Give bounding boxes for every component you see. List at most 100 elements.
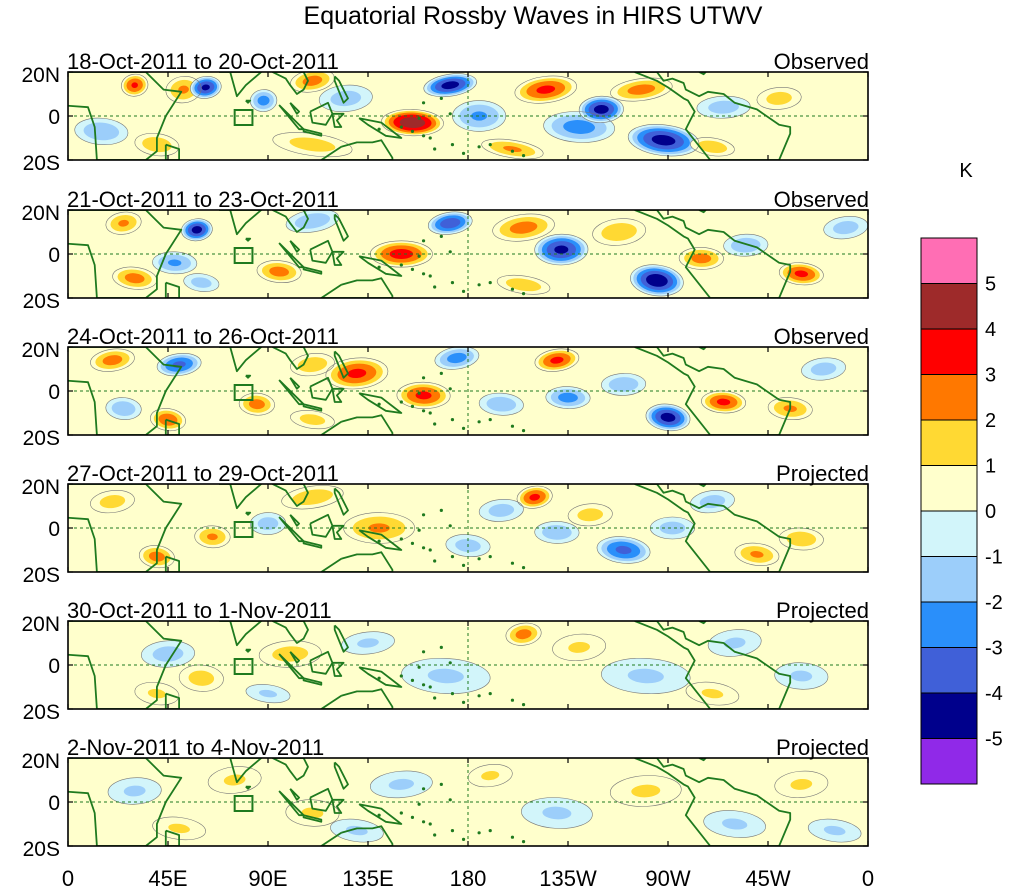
coastline <box>320 688 394 709</box>
contour-line <box>601 657 691 695</box>
island <box>410 404 415 408</box>
coastline <box>302 266 323 275</box>
contour-line <box>445 534 491 558</box>
coastline <box>331 250 345 266</box>
coastline <box>634 758 792 846</box>
contour-line <box>552 633 607 662</box>
y-tick-label: 20N <box>21 202 60 225</box>
coastline <box>278 516 305 543</box>
x-tick-label: 90E <box>248 866 287 890</box>
island <box>421 787 426 791</box>
contour-line <box>481 138 544 160</box>
x-tick-label: 45E <box>148 866 187 890</box>
island <box>510 424 515 428</box>
island <box>399 537 403 541</box>
contour-line <box>756 86 802 110</box>
coastlines <box>68 210 792 298</box>
island <box>521 429 526 433</box>
island <box>450 143 455 147</box>
anomaly-contour <box>111 401 136 416</box>
island <box>377 402 381 406</box>
island <box>377 676 381 680</box>
contour-line <box>281 485 344 510</box>
island <box>421 683 426 687</box>
island <box>433 285 437 289</box>
colorbar-tick-label: -1 <box>985 547 1003 569</box>
anomaly-contour <box>447 352 467 364</box>
anomaly-contour <box>766 91 792 105</box>
island <box>450 692 455 696</box>
anomaly-field <box>105 210 868 297</box>
coastline <box>358 529 403 551</box>
anomaly-contour <box>790 670 813 682</box>
island <box>421 101 426 105</box>
coastline <box>333 624 349 653</box>
island <box>421 513 426 517</box>
contour-line <box>696 95 751 119</box>
anomaly-contour <box>651 134 676 146</box>
coastline <box>278 379 305 406</box>
anomaly-contour <box>167 259 182 267</box>
coastline <box>309 376 334 401</box>
island <box>510 287 515 291</box>
anomaly-contour <box>615 545 632 555</box>
panel-2: 20N 0 20S 21-Oct-2011 to 23-Oct-2011 Observe… <box>21 187 869 313</box>
coastline <box>698 758 707 762</box>
anomaly-contour <box>440 218 461 229</box>
contour-line <box>778 262 824 286</box>
coastline <box>245 785 252 790</box>
y-tick-label: 20N <box>21 476 60 499</box>
anomaly-contour <box>536 85 556 94</box>
island <box>399 400 403 404</box>
coastline <box>272 621 309 644</box>
coastline <box>698 347 707 351</box>
contour-line <box>285 799 340 827</box>
y-tick-label: 0 <box>48 244 60 267</box>
island <box>439 371 443 375</box>
contour-line <box>90 490 135 514</box>
coastline <box>272 758 309 781</box>
anomaly-contour <box>427 668 464 684</box>
contour-line <box>521 797 593 829</box>
x-tick-label: 0 <box>862 866 874 890</box>
contour-line <box>401 657 491 695</box>
coastline <box>68 210 183 298</box>
contour-line <box>152 816 206 841</box>
contour-line <box>330 818 384 843</box>
island <box>461 289 466 293</box>
anomaly-contour <box>810 362 837 376</box>
y-tick-label: 20S <box>23 290 60 313</box>
contour-line <box>514 75 577 104</box>
contour-line <box>609 775 682 807</box>
coastline <box>164 143 180 160</box>
contour-line <box>423 73 477 98</box>
coastline <box>289 651 300 664</box>
coastline <box>320 139 394 160</box>
coastline <box>68 758 183 846</box>
y-tick-label: 20S <box>23 701 60 724</box>
island <box>399 125 403 129</box>
colorbar-tick-label: -3 <box>985 638 1003 660</box>
island <box>461 426 466 430</box>
island <box>439 782 443 787</box>
island <box>488 281 492 285</box>
contour-line <box>767 397 813 421</box>
anomaly-contour <box>191 226 203 234</box>
island <box>428 136 432 140</box>
island <box>417 254 421 258</box>
island <box>521 566 526 570</box>
contour-line <box>370 770 433 799</box>
island <box>377 265 381 269</box>
anomaly-contour <box>357 638 379 648</box>
island <box>421 239 426 243</box>
anomaly-contour <box>299 414 326 425</box>
coastlines <box>68 758 792 846</box>
island <box>433 147 437 151</box>
anomaly-contour <box>529 493 541 501</box>
contour-line <box>516 485 553 509</box>
anomaly-contour <box>269 266 289 277</box>
island <box>428 685 432 689</box>
x-tick-label: 0 <box>62 866 74 890</box>
island <box>421 546 426 550</box>
contour-line <box>578 95 624 123</box>
